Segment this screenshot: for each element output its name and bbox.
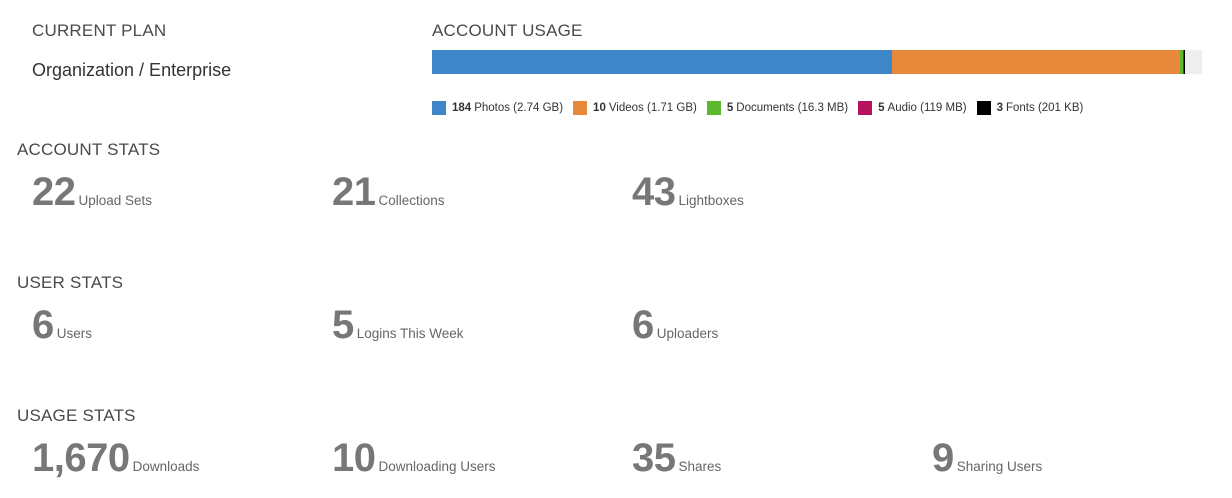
collections-label: Collections [378,193,445,208]
audio-count: 5 [878,102,885,114]
logins-label: Logins This Week [356,326,464,341]
usage-bar-segment-videos [892,50,1181,74]
usage-stats-title: USAGE STATS [17,406,136,425]
stat-collections: 21 Collections [332,172,445,212]
stat-users: 6 Users [32,305,92,345]
fonts-swatch [976,101,991,115]
downloading-users-value: 10 [332,436,376,480]
stat-upload-sets: 22 Upload Sets [32,172,152,212]
plan-name: Organization / Enterprise [32,60,232,80]
collections-value: 21 [332,170,376,214]
legend-item-videos: 10 Videos (1.71 GB) [573,101,697,115]
stat-sharing-users: 9 Sharing Users [932,438,1042,478]
legend-item-documents: 5 Documents (16.3 MB) [706,101,849,115]
stat-logins-this-week: 5 Logins This Week [332,305,464,345]
downloading-users-label: Downloading Users [378,459,496,474]
documents-swatch [706,101,721,115]
stat-downloading-users: 10 Downloading Users [332,438,496,478]
uploaders-value: 6 [632,303,654,347]
sharing-users-label: Sharing Users [956,459,1043,474]
documents-label: Documents (16.3 MB) [736,102,849,114]
sharing-users-value: 9 [932,436,954,480]
videos-count: 10 [593,102,606,114]
users-value: 6 [32,303,54,347]
upload-sets-value: 22 [32,170,76,214]
usage-legend: 184 Photos (2.74 GB) 10 Videos (1.71 GB)… [432,100,1093,116]
legend-item-audio: 5 Audio (119 MB) [858,101,967,115]
legend-item-fonts: 3 Fonts (201 KB) [976,101,1084,115]
stat-uploaders: 6 Uploaders [632,305,718,345]
account-usage-bar [432,50,1202,74]
users-label: Users [56,326,93,341]
downloads-value: 1,670 [32,436,130,480]
upload-sets-label: Upload Sets [78,193,153,208]
fonts-count: 3 [996,102,1003,114]
shares-value: 35 [632,436,676,480]
fonts-label: Fonts (201 KB) [1005,102,1084,114]
current-plan-title: CURRENT PLAN [32,21,167,40]
videos-swatch [573,101,588,115]
documents-count: 5 [726,102,734,114]
videos-label: Videos (1.71 GB) [608,102,697,114]
legend-item-photos: 184 Photos (2.74 GB) [432,101,563,115]
stat-shares: 35 Shares [632,438,721,478]
shares-label: Shares [678,459,722,474]
photos-count: 184 [452,102,472,114]
downloads-label: Downloads [132,459,200,474]
usage-bar-segment-photos [432,50,893,74]
audio-swatch [858,101,873,115]
account-usage-title: ACCOUNT USAGE [432,21,583,40]
stat-lightboxes: 43 Lightboxes [632,172,744,212]
usage-bar-segment-documents [1180,50,1184,74]
account-stats-title: ACCOUNT STATS [17,140,161,159]
lightboxes-label: Lightboxes [678,193,744,208]
audio-label: Audio (119 MB) [887,102,967,114]
lightboxes-value: 43 [632,170,676,214]
uploaders-label: Uploaders [656,326,719,341]
logins-value: 5 [332,303,354,347]
stat-downloads: 1,670 Downloads [32,438,199,478]
user-stats-title: USER STATS [17,273,124,292]
photos-swatch [432,101,446,115]
photos-label: Photos (2.74 GB) [474,102,564,114]
